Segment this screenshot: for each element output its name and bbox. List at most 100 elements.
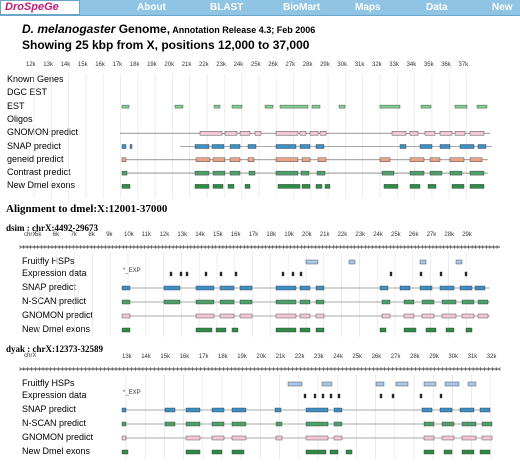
nav-data-link[interactable]: Data	[426, 2, 448, 13]
new-exon-exon	[227, 184, 235, 189]
dyak-nscan-exon	[481, 421, 493, 427]
dyak-expression-exon	[391, 393, 395, 399]
dyak-snap-exon	[439, 407, 453, 413]
nav-new-link[interactable]: New	[492, 2, 513, 13]
dsim-track-label: SNAP predict	[22, 282, 76, 292]
dsim-tick-11k: 11k	[141, 232, 152, 238]
dsim-new-exon-exon	[465, 327, 473, 333]
dsim-nscan-exon	[299, 299, 311, 305]
dyak-nscan-exon	[461, 421, 477, 427]
tick-label-23k: 23k	[216, 62, 226, 68]
dyak-hsp-exon	[423, 381, 437, 387]
dyak-expression-exon	[329, 393, 333, 399]
site-logo[interactable]: DroSpeGe	[0, 0, 80, 15]
dyak-gnomon-exon	[333, 435, 343, 441]
tick-label-20k: 20k	[164, 62, 175, 68]
dyak-nscan-exon	[121, 421, 127, 427]
nav-maps-link[interactable]: Maps	[355, 2, 381, 13]
dsim-tick-16k: 16k	[230, 232, 241, 238]
dsim-nscan-exon	[121, 299, 131, 305]
gnomon-exon	[439, 130, 453, 136]
dyak-tick-21k: 21k	[275, 354, 286, 360]
tick-label-33k: 33k	[389, 62, 399, 68]
dsim-tick-15k: 15k	[213, 232, 223, 238]
dyak-expression-exon	[379, 393, 383, 399]
snap-exon	[129, 144, 133, 149]
gnomon-exon	[254, 130, 262, 136]
dsim-tick-12k: 12k	[159, 232, 170, 238]
est-feature-exon	[264, 104, 274, 109]
dyak-expression-exon	[439, 393, 443, 399]
dsim-hsp-exon	[305, 259, 319, 265]
dyak-snap-exon	[421, 407, 433, 413]
dsim-expression-exon	[281, 271, 285, 277]
new-exon-exon	[383, 184, 399, 189]
tick-label-29k: 29k	[320, 62, 330, 68]
geneid-exon	[449, 157, 465, 163]
contrast-exon	[275, 170, 299, 176]
dyak-heading: dyak : chrX:12373-32589	[6, 344, 103, 354]
est-feature-exon	[311, 104, 321, 109]
dyak-tick-16k: 16k	[179, 354, 190, 360]
dyak-tick-23k: 23k	[314, 354, 324, 360]
contrast-exon	[429, 170, 443, 176]
dsim-expression-exon	[291, 271, 295, 277]
tick-label-14k: 14k	[60, 62, 71, 68]
nav-about-link[interactable]: About	[137, 2, 166, 13]
dsim-snap-exon	[474, 285, 486, 291]
dsim-tick-13k: 13k	[177, 232, 188, 238]
dyak-expression-exon	[321, 393, 325, 399]
dsim-nscan-exon	[461, 299, 475, 305]
dyak-tick-18k: 18k	[218, 354, 228, 360]
dsim-expression-exon	[179, 271, 183, 277]
gnomon-exon	[454, 130, 466, 136]
dsim-gnomon-exon	[477, 313, 489, 319]
dyak-nscan-exon	[231, 421, 247, 427]
species-name: D. melanogaster	[22, 22, 116, 36]
dsim-snap-exon	[163, 285, 181, 291]
gnomon-exon	[239, 130, 251, 136]
tick-label-13k: 13k	[43, 62, 53, 68]
dsim-nscan-exon	[219, 299, 235, 305]
tick-label-16k: 16k	[95, 62, 105, 68]
dsim-new-exon-exon	[379, 327, 387, 333]
est-feature-exon	[338, 104, 346, 109]
tick-label-35k: 35k	[423, 62, 434, 68]
dsim-tick-10k: 10k	[124, 232, 134, 238]
dsim-tick-19k: 19k	[284, 232, 294, 238]
dyak-gnomon-exon	[211, 435, 225, 441]
dyak-snap-exon	[333, 407, 343, 413]
dsim-tick-24k: 24k	[373, 232, 383, 238]
dyak-hsp-exon	[321, 381, 333, 387]
geneid-exon	[409, 157, 425, 163]
dyak-tick-22k: 22k	[294, 354, 305, 360]
dyak-track-label: Fruitfly HSPs	[22, 378, 75, 388]
nav-blast-link[interactable]: BLAST	[210, 2, 244, 13]
dsim-hsp-exon	[419, 259, 427, 265]
nav-biomart-link[interactable]: BioMart	[283, 2, 321, 13]
geneid-exon	[121, 157, 127, 163]
tick-label-32k: 32k	[372, 62, 382, 68]
dyak-track-label: N-SCAN predict	[22, 418, 87, 428]
tick-label-27k: 27k	[285, 62, 296, 68]
snap-exon	[477, 144, 487, 149]
dyak-new-exon-exon	[185, 449, 201, 455]
dsim-tick-5k: 5k	[35, 232, 42, 238]
snap-exon	[419, 144, 433, 149]
gnomon-exon	[299, 130, 307, 136]
geneid-exon	[301, 157, 311, 163]
dyak-exp-label: *_EXP	[123, 390, 141, 396]
dyak-new-exon-exon	[479, 449, 491, 455]
dsim-snap-exon	[121, 285, 131, 291]
dyak-new-exon-exon	[329, 449, 339, 455]
gnomon-exon	[319, 130, 327, 136]
est-feature-exon	[213, 104, 221, 109]
dsim-gnomon-exon	[239, 313, 253, 319]
gnomon-exon	[391, 130, 407, 136]
dsim-tick-18k: 18k	[266, 232, 277, 238]
dyak-tick-19k: 19k	[237, 354, 247, 360]
dsim-expression-exon	[185, 271, 189, 277]
dyak-nscan-exon	[441, 421, 455, 427]
tick-label-34k: 34k	[406, 62, 417, 68]
